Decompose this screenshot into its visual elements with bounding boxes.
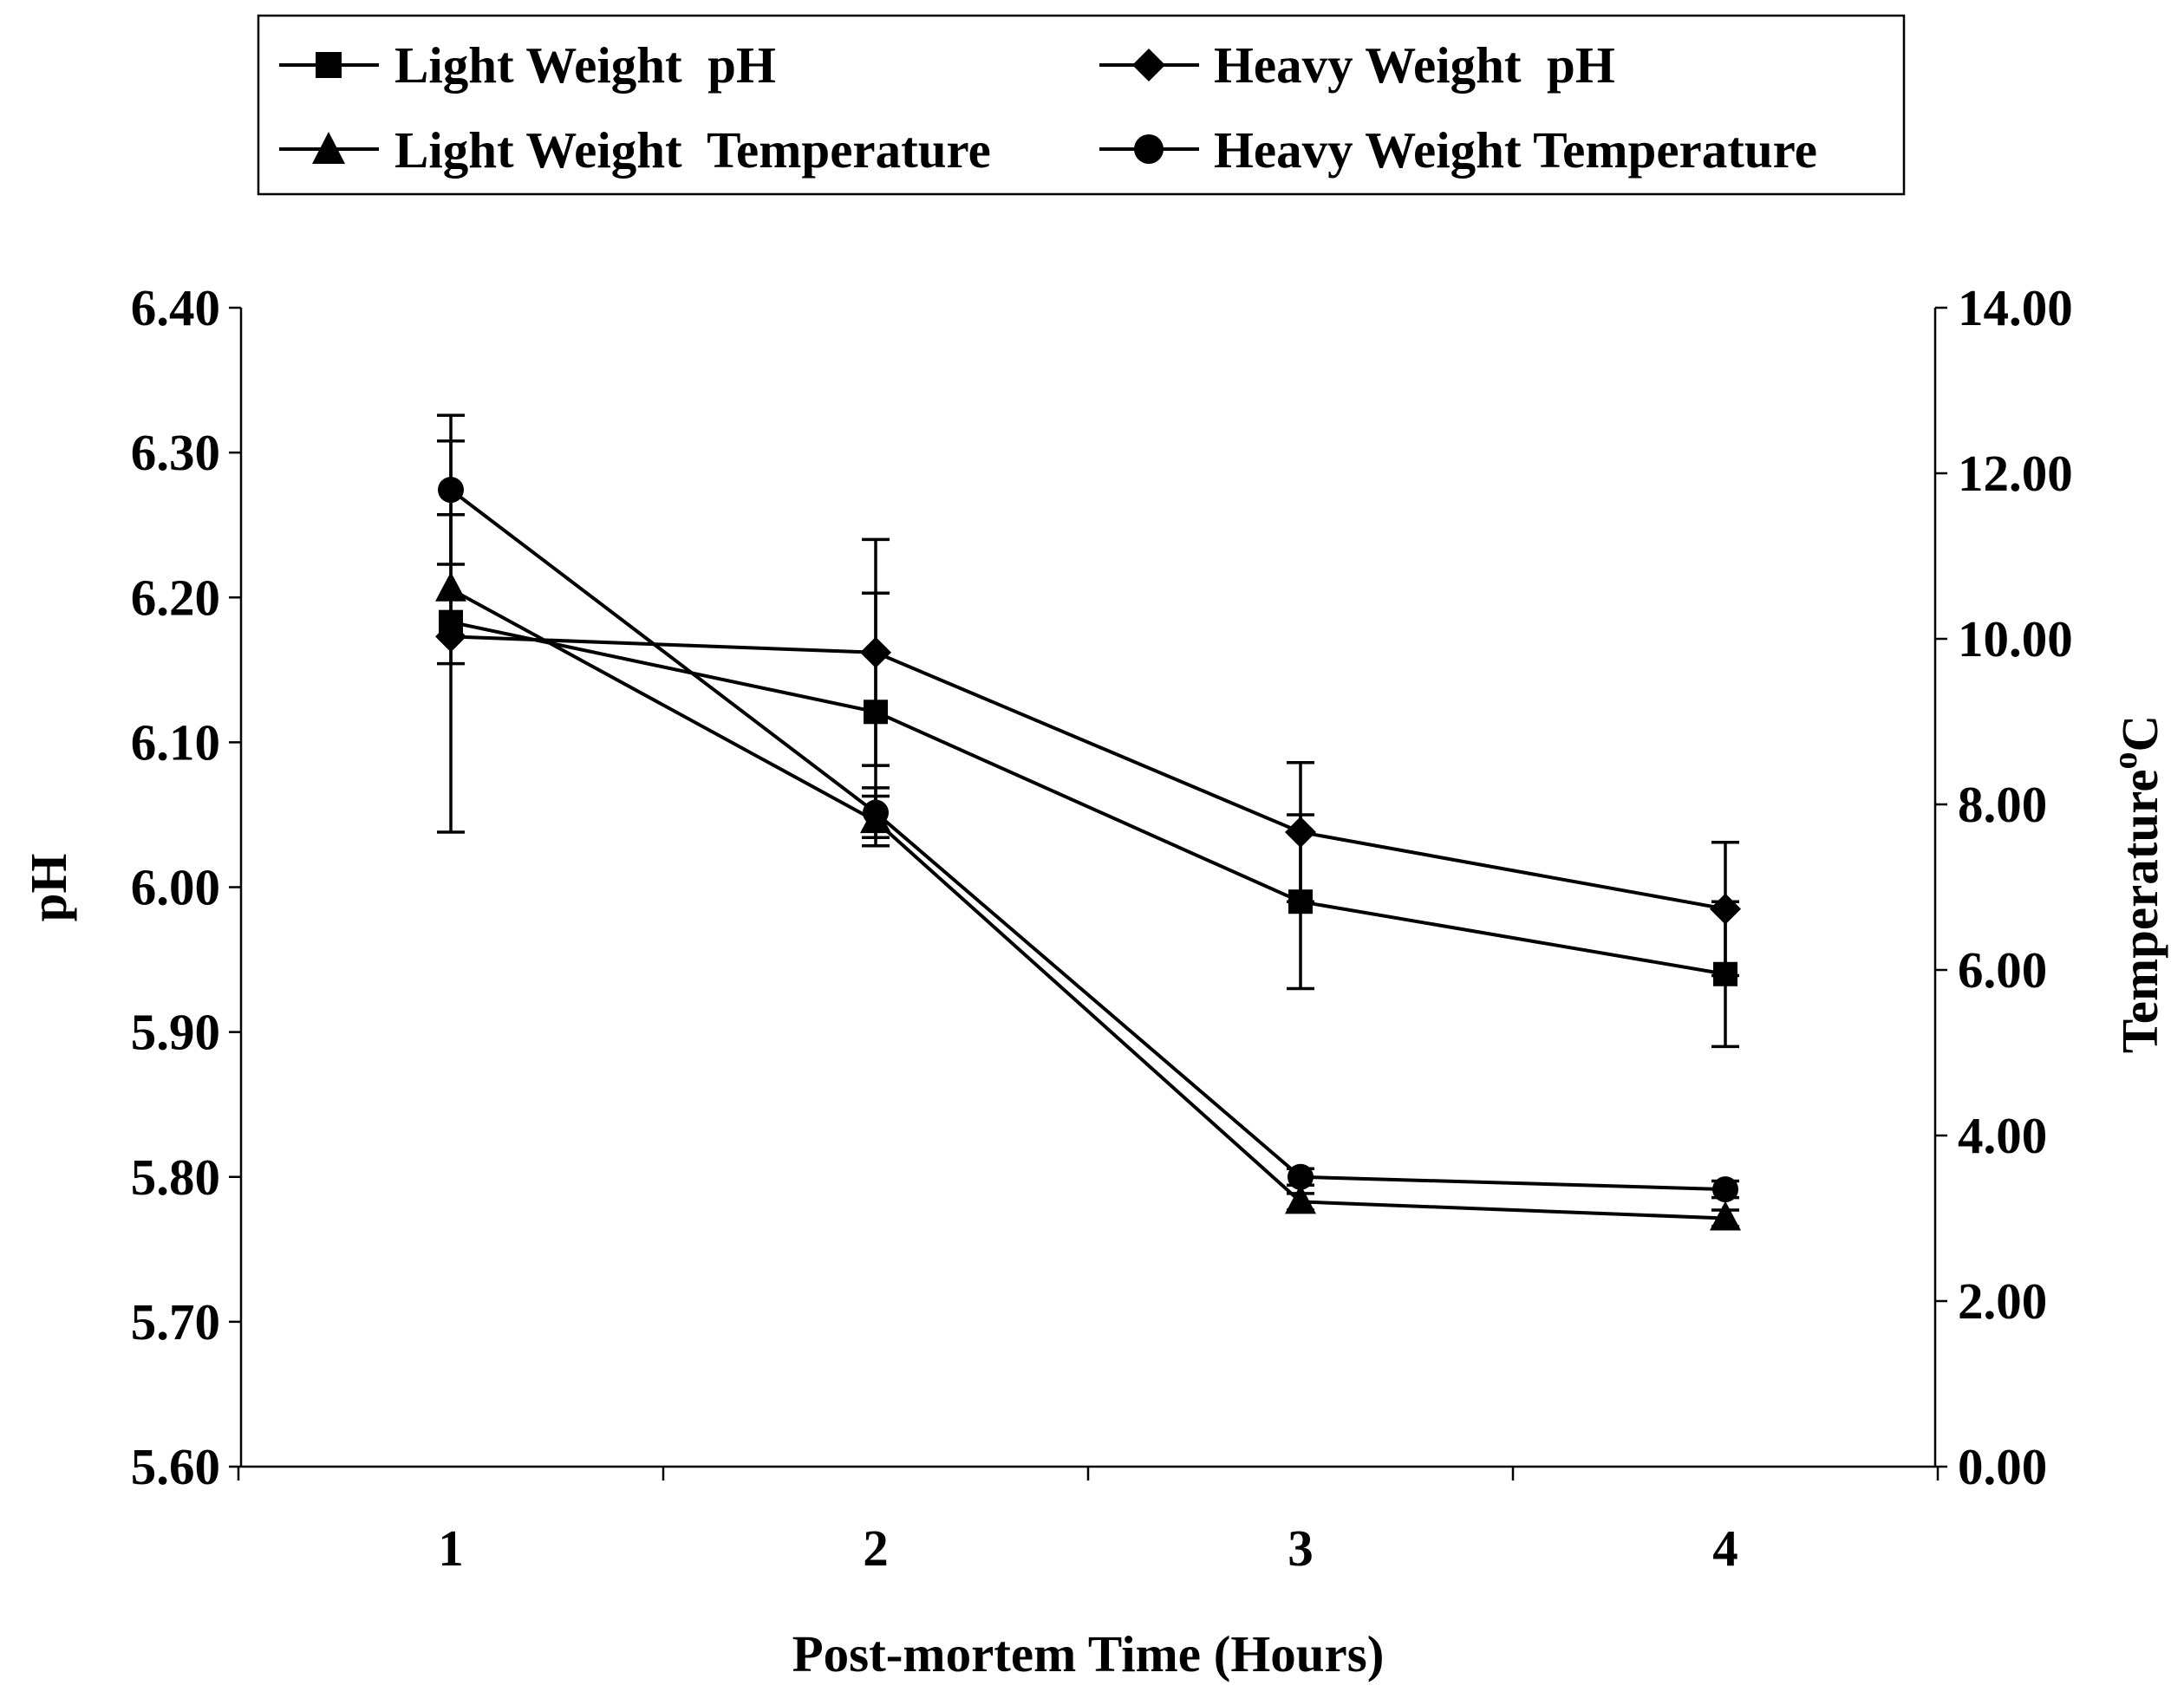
series-line — [449, 488, 1726, 1192]
legend-label-1: Light Weight pH — [394, 36, 776, 94]
legend-marker-circle — [1134, 134, 1164, 164]
y2-tick-label: 14.00 — [1958, 279, 2073, 336]
y-axis-title: pH — [20, 854, 77, 922]
y2-tick-label: 12.00 — [1958, 445, 2073, 502]
legend-entry-2: Heavy Weight pH — [1099, 36, 1615, 94]
y-tick-label: 6.20 — [131, 569, 220, 626]
y-tick-label: 5.90 — [131, 1004, 220, 1061]
x-tick-label: 4 — [1712, 1520, 1738, 1577]
x-tick-label: 3 — [1288, 1520, 1314, 1577]
data-point-circle — [863, 799, 889, 826]
series-line — [450, 587, 1726, 1220]
plot-area — [435, 413, 1741, 1231]
y-tick-label: 5.70 — [131, 1293, 220, 1350]
legend-label-2: Heavy Weight pH — [1214, 36, 1615, 94]
legend: Light Weight pH Heavy Weight pH Light We… — [257, 14, 1906, 196]
y2-tick-label: 6.00 — [1958, 941, 2047, 999]
data-point-diamond — [860, 636, 891, 668]
x-axis-title: Post-mortem Time (Hours) — [792, 1625, 1385, 1682]
y-tick-label: 6.40 — [131, 279, 220, 336]
x-tick-label: 1 — [438, 1520, 464, 1577]
y2-axis-title-text: Temperature — [2111, 769, 2168, 1053]
y2-tick-label: 8.00 — [1958, 776, 2047, 833]
y2-tick-label: 10.00 — [1958, 610, 2073, 667]
y-tick-label: 6.00 — [131, 859, 220, 916]
series-1 — [439, 591, 1739, 1049]
legend-entry-1: Light Weight pH — [279, 36, 776, 94]
series-2 — [435, 439, 1741, 978]
series-line — [450, 620, 1726, 976]
legend-entry-4: Heavy Weight Temperature — [1099, 121, 1817, 179]
legend-label-4: Heavy Weight Temperature — [1214, 121, 1817, 179]
data-point-triangle — [435, 571, 466, 602]
y-tick-label: 5.80 — [131, 1149, 220, 1206]
data-point-triangle — [1710, 1201, 1741, 1231]
legend-label-3: Light Weight Temperature — [394, 121, 991, 179]
legend-box — [257, 14, 1906, 196]
tick-labels: 5.60 5.70 5.80 5.90 6.00 6.10 6.20 6.30 6.40 0.00… — [131, 279, 2073, 1577]
data-point-circle — [1288, 1163, 1314, 1190]
legend-entry-3: Light Weight Temperature — [279, 121, 991, 179]
data-point-diamond — [1285, 816, 1316, 848]
legend-marker-diamond — [1132, 49, 1165, 81]
data-point-circle — [438, 477, 464, 504]
y2-tick-label: 0.00 — [1958, 1438, 2047, 1495]
series-line — [450, 634, 1726, 911]
x-tick-label: 2 — [863, 1520, 889, 1577]
data-point-triangle — [1285, 1184, 1316, 1214]
y2-axis-title-unit: C — [2111, 715, 2168, 752]
y2-tick-label: 2.00 — [1958, 1272, 2047, 1330]
y2-tick-label: 4.00 — [1958, 1107, 2047, 1164]
axis-ticks — [229, 306, 1947, 1480]
y-tick-label: 6.10 — [131, 713, 220, 771]
data-point-circle — [1712, 1176, 1738, 1203]
y2-axis-title-sup: o — [2105, 752, 2144, 769]
legend-marker-square — [316, 52, 342, 78]
series-3 — [435, 513, 1741, 1231]
series-4 — [437, 413, 1739, 1203]
y-tick-label: 5.60 — [131, 1438, 220, 1495]
y2-axis-title: TemperatureoC — [2105, 715, 2168, 1053]
legend-marker-triangle — [312, 132, 345, 164]
y-tick-label: 6.30 — [131, 424, 220, 481]
data-point-diamond — [1710, 893, 1741, 925]
